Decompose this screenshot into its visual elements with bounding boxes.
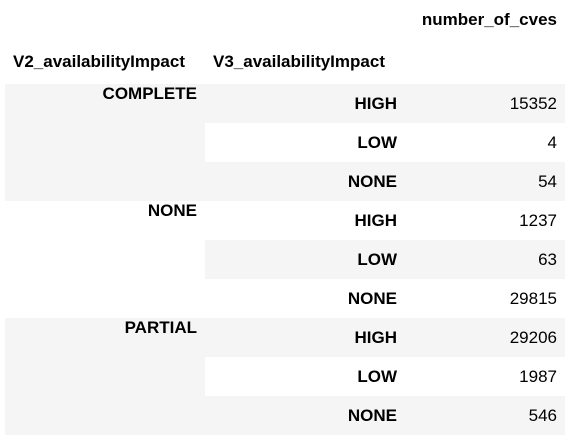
header-blank <box>205 0 405 40</box>
table-row: PARTIAL HIGH 29206 <box>5 318 565 435</box>
count-cell: 546 <box>405 396 565 435</box>
table-row: LOW 4 <box>5 123 565 162</box>
header-row-index-names: V2_availabilityImpact V3_availabilityImp… <box>5 40 565 84</box>
table-row: NONE 546 <box>5 396 565 435</box>
count-cell: 1237 <box>405 201 565 240</box>
count-cell: 63 <box>405 240 565 279</box>
table-row: NONE HIGH 1237 <box>5 201 565 318</box>
v3-cell: HIGH <box>205 318 405 357</box>
row-group-label: PARTIAL <box>5 318 205 435</box>
v3-cell: NONE <box>205 162 405 201</box>
v3-cell: LOW <box>205 123 405 162</box>
v3-cell: NONE <box>205 279 405 318</box>
header-row-columns: number_of_cves <box>5 0 565 40</box>
count-cell: 29815 <box>405 279 565 318</box>
column-header-number-of-cves: number_of_cves <box>421 10 557 29</box>
index-header-v2: V2_availabilityImpact <box>13 52 185 71</box>
count-cell: 29206 <box>405 318 565 357</box>
header-blank <box>405 40 565 84</box>
count-cell: 1987 <box>405 357 565 396</box>
row-group-label: COMPLETE <box>5 84 205 201</box>
count-cell: 4 <box>405 123 565 162</box>
table-row: COMPLETE HIGH 15352 <box>5 84 565 201</box>
dataframe-table: number_of_cves V2_availabilityImpact V3_… <box>5 0 565 435</box>
row-group-label: NONE <box>5 201 205 318</box>
v3-cell: LOW <box>205 240 405 279</box>
v3-cell: LOW <box>205 357 405 396</box>
header-blank <box>5 0 205 40</box>
count-cell: 54 <box>405 162 565 201</box>
count-cell: 15352 <box>405 84 565 123</box>
table-row: LOW 63 <box>5 240 565 279</box>
table-row: LOW 1987 <box>5 357 565 396</box>
v3-cell: NONE <box>205 396 405 435</box>
index-header-v3: V3_availabilityImpact <box>213 52 385 71</box>
table-row: NONE 54 <box>5 162 565 201</box>
v3-cell: HIGH <box>205 84 405 123</box>
v3-cell: HIGH <box>205 201 405 240</box>
table-row: NONE 29815 <box>5 279 565 318</box>
